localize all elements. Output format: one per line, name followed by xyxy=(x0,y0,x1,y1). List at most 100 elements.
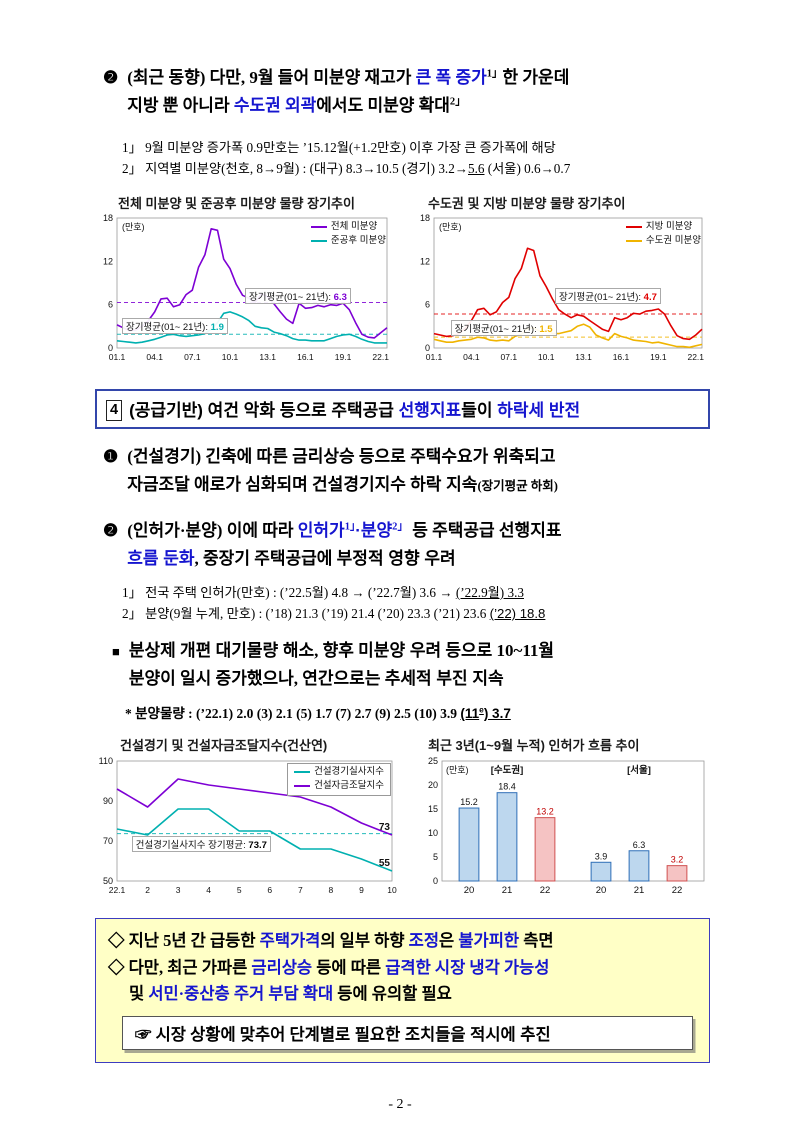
y-tick-label: 15 xyxy=(428,804,438,814)
y-tick-label: 90 xyxy=(103,796,113,806)
group-label: [수도권] xyxy=(491,764,524,776)
series-end-label: 73 xyxy=(379,822,391,833)
legend-row: 지방 미분양 xyxy=(625,220,701,234)
text-segment: 분양이 일시 증가했으나, 연간으로는 xyxy=(128,668,385,688)
paragraph-permits: ❷ (인허가·분양) 이에 따라 인허가1」·분양2」 등 주택공급 선행지표 흐… xyxy=(103,517,718,572)
x-tick-label: 19.1 xyxy=(335,352,352,362)
y-tick-label: 50 xyxy=(103,876,113,886)
chart-annotation: 장기평균(01~ 21년): 4.7 xyxy=(555,288,661,304)
text-segment: (’22) 18.8 xyxy=(489,606,546,621)
legend-label: 수도권 미분양 xyxy=(645,235,701,247)
legend-label: 준공후 미분양 xyxy=(330,235,386,247)
circled-1-bullet: ❶ xyxy=(103,447,119,466)
x-tick-label: 22 xyxy=(672,885,683,896)
section-4-header-text: (공급기반) 여건 악화 등으로 주택공급 선행지표들이 하락세 반전 xyxy=(129,401,580,420)
annotation-value: 73.7 xyxy=(248,839,267,851)
text-segment: ) 3.7 xyxy=(483,706,511,721)
y-tick-label: 6 xyxy=(425,300,430,310)
text-segment: 되고 xyxy=(524,447,556,466)
text-segment: (최근 동향) 다만, 9월 들어 미분양 재고가 xyxy=(127,68,416,87)
text-segment: 은 xyxy=(439,931,459,950)
text-segment: 자금조달 애로가 심화되며 건설경기지수 xyxy=(127,474,411,494)
text-segment: (인허가·분양) 이에 따라 xyxy=(127,521,298,540)
annotation-value: 1.9 xyxy=(210,322,224,333)
legend-swatch xyxy=(625,226,642,229)
y-tick-label: 70 xyxy=(103,836,113,846)
x-tick-label: 4 xyxy=(206,885,211,895)
series-end-label: 55 xyxy=(379,858,391,869)
paragraph-recent-trend-text: (최근 동향) 다만, 9월 들어 미분양 재고가 큰 폭 증가1」한 가운데 지… xyxy=(127,64,569,119)
text-segment: 지방 뿐 아니라 xyxy=(127,95,234,115)
chart-annotation: 장기평균(01~ 21년): 1.5 xyxy=(450,319,557,336)
text-segment: 미분양 확대 xyxy=(367,95,450,115)
text-segment: 미분양 우려 xyxy=(358,641,442,660)
chart-legend: 전체 미분양 준공후 미분양 xyxy=(310,220,386,249)
chart-unsold-region: 0 6 12 18 (만호) 01.1 04.1 07.1 10.1 13.1 16.1 19.1 22… xyxy=(412,213,710,363)
square-bullet: ■ xyxy=(112,644,120,659)
x-tick-label: 10.1 xyxy=(222,352,239,362)
annotation-value: 6.3 xyxy=(333,292,347,303)
text-segment: 등으로 xyxy=(354,447,411,466)
text-segment: * 분양물량 : (’22.1) 2.0 (3) 2.1 (5) 1.7 (7)… xyxy=(125,706,461,721)
text-segment: 2」 xyxy=(449,95,466,107)
chart-title-unsold-total: 전체 미분양 및 준공후 미분양 물량 장기추이 xyxy=(118,196,355,211)
circled-2-bullet: ❷ xyxy=(103,68,119,87)
page-number: - 2 - xyxy=(388,1097,412,1112)
chart-title-construction-index: 건설경기 및 건설자금조달지수(건산연) xyxy=(120,738,328,753)
x-tick-label: 07.1 xyxy=(184,352,201,362)
text-segment: 의 일부 하향 xyxy=(320,931,409,950)
annotation-label: 장기평균(01~ 21년): xyxy=(559,292,644,303)
x-tick-label: 5 xyxy=(237,885,242,895)
text-segment: (서울) 0.6→0.7 xyxy=(484,161,571,176)
text-segment: ◇ 지난 5년 간 급등한 xyxy=(108,931,260,950)
x-tick-label: 10.1 xyxy=(538,352,555,362)
paragraph-presale-outlook-text: 분상제 개편 대기물량 해소, 향후 미분양 우려 등으로 10~11월 분양이 … xyxy=(129,637,554,692)
text-segment: 들이 xyxy=(461,401,498,420)
series-line xyxy=(116,778,393,836)
summary-line-market-cooling: ◇ 다만, 최근 가파른 금리상승 등에 따른 급격한 시장 냉각 가능성 및 서… xyxy=(108,955,697,1007)
text-segment: 등에 따른 xyxy=(312,958,386,978)
text-segment: 큰 폭 증가 xyxy=(415,68,487,87)
text-segment: 하락세 반전 xyxy=(497,401,581,420)
chart-annotation: 건설경기실사지수 장기평균: 73.7 xyxy=(131,835,271,852)
bar-value-label: 3.2 xyxy=(671,855,684,865)
unit-label: (만호) xyxy=(122,222,145,232)
x-tick-label: 19.1 xyxy=(650,352,667,362)
y-tick-label: 0 xyxy=(425,343,430,353)
legend-swatch xyxy=(310,240,327,243)
annotation-label: 장기평균(01~ 21년): xyxy=(454,323,540,335)
bar xyxy=(628,850,650,882)
y-tick-label: 12 xyxy=(420,256,430,266)
bar-value-label: 15.2 xyxy=(460,797,478,807)
x-tick-label: 13.1 xyxy=(259,352,276,362)
x-tick-label: 13.1 xyxy=(575,352,592,362)
paragraph-construction: ❶ (건설경기) 긴축에 따른 금리상승 등으로 주택수요가 위축되고 자금조달 … xyxy=(103,443,718,498)
text-segment: 급격한 시장 냉각 가능성 xyxy=(385,958,550,978)
legend-row: 준공후 미분양 xyxy=(310,234,386,248)
series-line xyxy=(433,247,703,341)
x-tick-label: 04.1 xyxy=(146,352,163,362)
legend-row: 수도권 미분양 xyxy=(625,234,701,248)
text-segment: 분상제 개편 xyxy=(128,641,216,660)
x-tick-label: 22.1 xyxy=(109,885,126,895)
chart-title-permits-3yr: 최근 3년(1~9월 누적) 인허가 흐름 추이 xyxy=(428,738,640,753)
text-segment: · xyxy=(355,521,361,540)
chart-title-unsold-region: 수도권 및 지방 미분양 물량 장기추이 xyxy=(428,196,626,211)
chart-legend: 지방 미분양 수도권 미분양 xyxy=(625,220,701,249)
text-segment: 2」 xyxy=(392,521,408,533)
legend-row: 전체 미분양 xyxy=(310,220,386,234)
bar-value-label: 18.4 xyxy=(498,782,516,792)
legend-row: 건설자금조달지수 xyxy=(294,779,384,793)
x-tick-label: 22.1 xyxy=(687,352,704,362)
y-tick-label: 18 xyxy=(103,213,113,223)
bar xyxy=(496,792,518,882)
text-segment: 인허가 xyxy=(297,521,345,540)
x-tick-label: 8 xyxy=(329,885,334,895)
legend-swatch xyxy=(294,785,311,788)
x-tick-label: 20 xyxy=(464,885,475,896)
note-presale-volume: * 분양물량 : (’22.1) 2.0 (3) 2.1 (5) 1.7 (7)… xyxy=(125,702,715,722)
circled-2-bullet: ❷ xyxy=(103,521,119,540)
legend-swatch xyxy=(310,226,327,229)
bar xyxy=(666,865,688,882)
text-segment: e xyxy=(479,704,484,715)
